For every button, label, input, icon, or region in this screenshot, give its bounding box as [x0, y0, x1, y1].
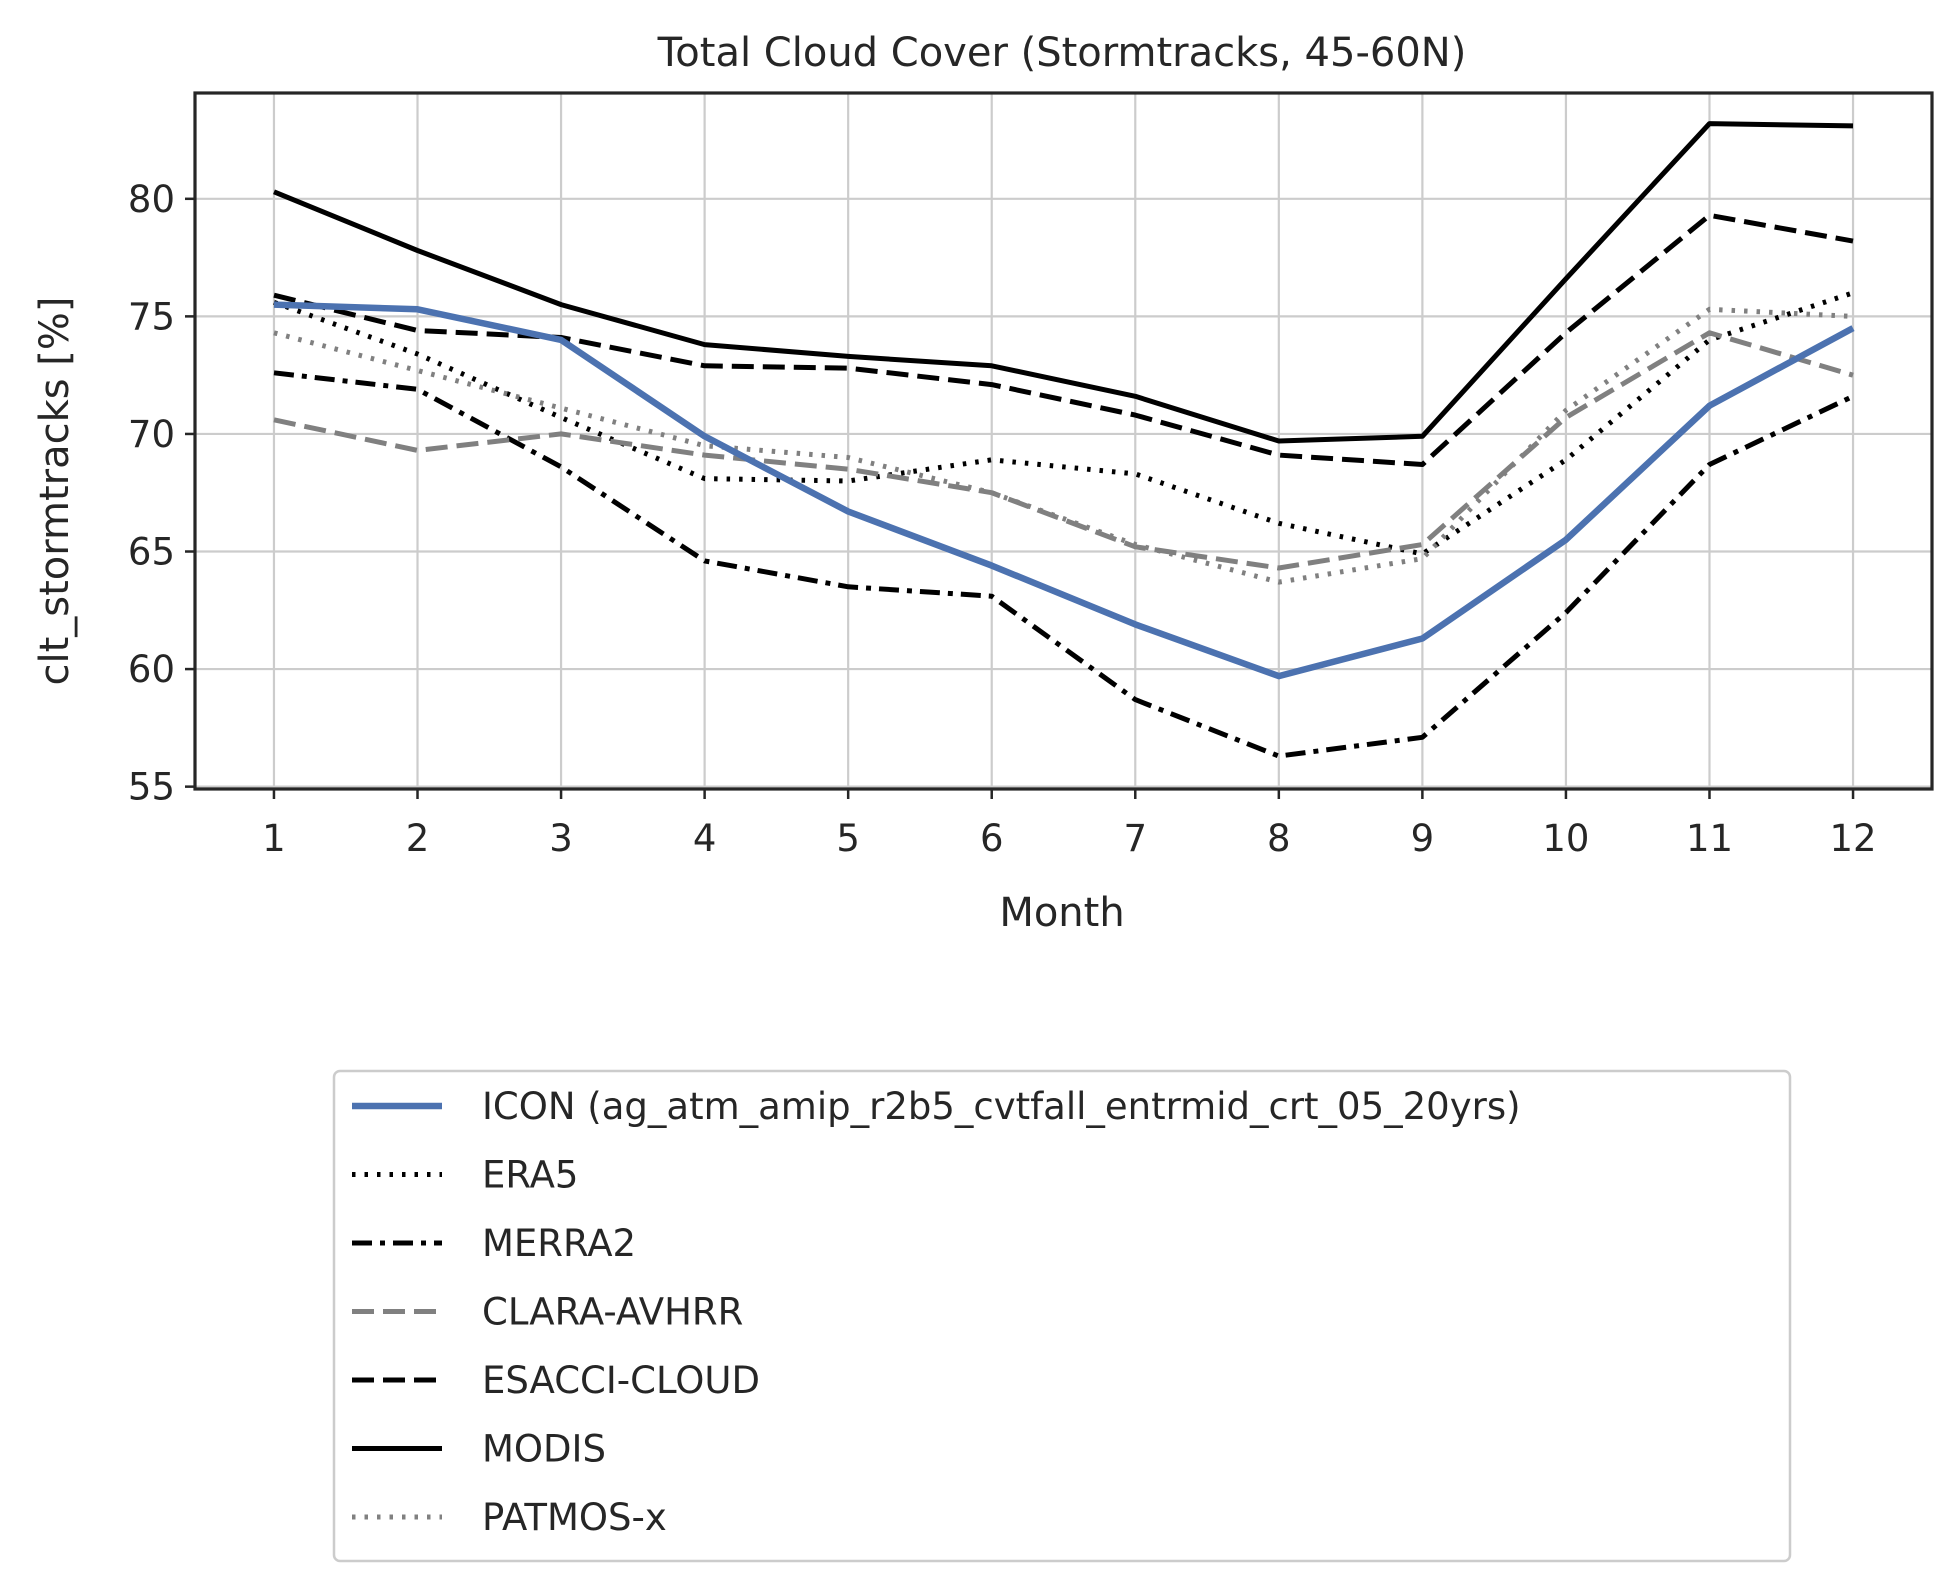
x-tick-label: 8 [1267, 817, 1291, 860]
x-tick-label: 9 [1411, 817, 1435, 860]
y-tick-label: 75 [128, 295, 175, 338]
x-tick-label: 1 [262, 817, 286, 860]
series-line-5 [273, 121, 1854, 444]
y-tick-label: 70 [128, 413, 175, 456]
series-line-0 [273, 301, 1855, 680]
x-axis-label: Month [999, 890, 1124, 936]
legend-label: MERRA2 [482, 1222, 636, 1265]
y-axis-label: clt_stormtracks [%] [32, 296, 78, 685]
series-lines [273, 121, 1855, 759]
x-tick-label: 11 [1686, 817, 1733, 860]
legend-box [332, 1069, 1792, 1563]
series-line-1 [273, 290, 1854, 557]
x-tick-label: 5 [836, 817, 860, 860]
x-tick-label: 2 [406, 817, 430, 860]
x-tick-label: 7 [1124, 817, 1148, 860]
x-tick-label: 6 [980, 817, 1004, 860]
legend-label: ERA5 [482, 1154, 578, 1197]
y-tick-label: 60 [128, 648, 175, 691]
series-line-6 [273, 306, 1854, 585]
legend-label: ICON (ag_atm_amip_r2b5_cvtfall_entrmid_c… [482, 1085, 1521, 1128]
series-line-3 [273, 330, 1854, 571]
y-tick-label: 65 [128, 531, 175, 574]
x-tick-label: 10 [1542, 817, 1589, 860]
x-tick-label: 3 [549, 817, 573, 860]
y-tick-label: 80 [128, 178, 175, 221]
legend-label: MODIS [482, 1428, 606, 1471]
plot-area-frame [193, 91, 1934, 791]
y-tick-label: 55 [128, 766, 175, 809]
legend-label: ESACCI-CLOUD [482, 1359, 760, 1402]
x-tick-label: 4 [693, 817, 717, 860]
legend: ICON (ag_atm_amip_r2b5_cvtfall_entrmid_c… [332, 1069, 1792, 1563]
chart-title: Total Cloud Cover (Stormtracks, 45-60N) [657, 30, 1467, 76]
legend-label: PATMOS-x [482, 1496, 667, 1539]
grid [195, 93, 1932, 789]
x-tick-label: 12 [1829, 817, 1876, 860]
legend-label: CLARA-AVHRR [482, 1291, 743, 1334]
